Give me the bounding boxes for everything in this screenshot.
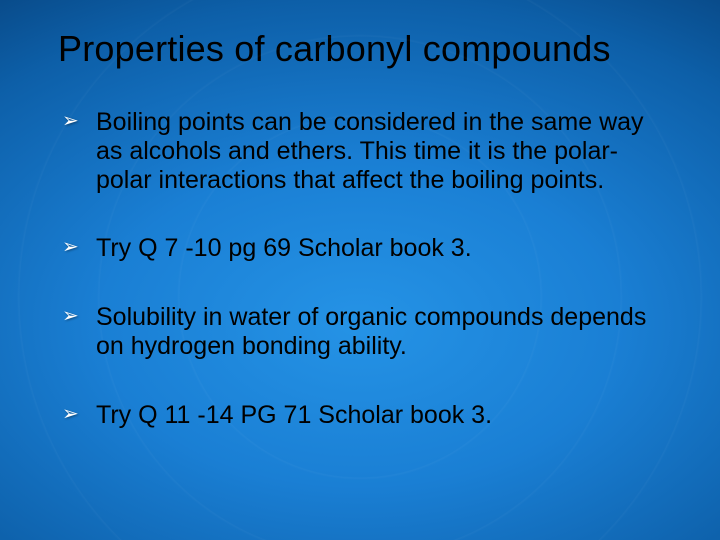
bullet-list: Boiling points can be considered in the … <box>50 108 670 429</box>
list-item: Solubility in water of organic compounds… <box>62 303 670 361</box>
list-item: Try Q 7 -10 pg 69 Scholar book 3. <box>62 234 670 263</box>
list-item: Boiling points can be considered in the … <box>62 108 670 194</box>
slide-title: Properties of carbonyl compounds <box>58 28 670 70</box>
list-item: Try Q 11 -14 PG 71 Scholar book 3. <box>62 401 670 430</box>
